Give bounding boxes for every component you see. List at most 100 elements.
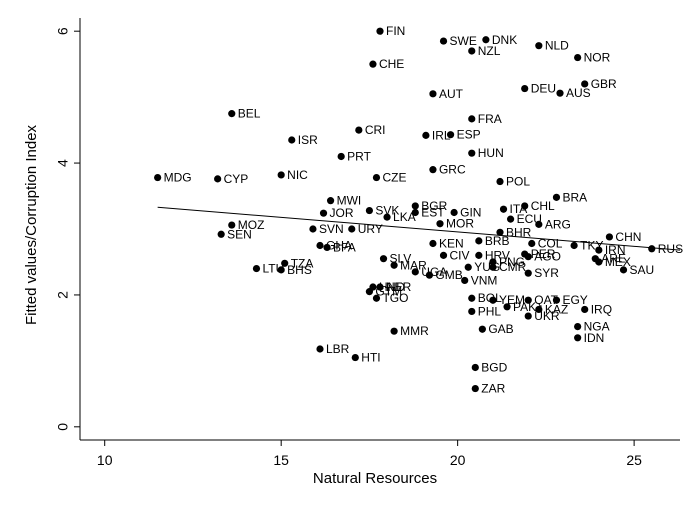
point-label: IRQ [591, 302, 612, 316]
data-point-fin: FIN [376, 24, 405, 38]
data-point-fra: FRA [468, 112, 502, 126]
fitted-line-layer [157, 206, 681, 251]
point-marker [252, 264, 261, 273]
point-marker [468, 115, 476, 123]
point-marker [288, 136, 296, 144]
point-label: CIV [450, 248, 470, 262]
point-marker [581, 305, 589, 314]
data-point-mor: MOR [436, 217, 474, 231]
point-marker [217, 230, 225, 238]
point-marker [468, 307, 476, 316]
point-label: URY [358, 222, 383, 236]
data-point-vnm: VNM [461, 273, 497, 287]
point-marker [574, 322, 582, 331]
point-label: VNM [471, 273, 498, 287]
point-label: ARG [545, 217, 571, 231]
plot-area [79, 18, 680, 441]
point-marker [316, 345, 324, 353]
data-point-nic: NIC [277, 168, 308, 182]
point-marker [326, 197, 335, 205]
point-marker [471, 384, 479, 393]
data-point-aut: AUT [429, 87, 464, 101]
point-label: CHE [379, 57, 404, 71]
point-marker [411, 268, 419, 276]
point-label: ISR [298, 133, 318, 147]
point-label: MMR [400, 324, 429, 338]
point-marker [506, 215, 515, 223]
data-point-nga: NGA [574, 320, 610, 334]
point-label: ITA [510, 202, 528, 216]
point-marker [468, 149, 476, 157]
point-marker [411, 208, 419, 217]
data-point-bel: BEL [228, 107, 261, 121]
data-point-mwi: MWI [326, 194, 361, 208]
point-marker [461, 276, 469, 285]
x-ticks: 10 15 20 25 [97, 440, 642, 468]
data-point-jor: JOR [319, 206, 354, 220]
point-label: GHA [326, 238, 352, 252]
point-marker [482, 36, 490, 44]
point-marker [436, 220, 444, 228]
point-marker [528, 239, 536, 248]
point-marker [535, 42, 543, 50]
point-marker [214, 175, 222, 183]
data-point-ago: AGO [524, 250, 561, 264]
data-point-gab: GAB [478, 322, 514, 336]
data-point-mdg: MDG [154, 171, 192, 185]
data-point-ecu: ECU [506, 212, 542, 226]
point-label: AUT [439, 87, 464, 101]
point-label: AUS [566, 86, 591, 100]
point-marker [489, 263, 497, 271]
point-label: NLD [545, 39, 569, 53]
x-tick-label: 20 [450, 452, 466, 468]
data-point-chn: CHN [605, 230, 641, 244]
point-marker [319, 209, 328, 217]
y-axis-title: Fitted values/Corruption Index [23, 124, 40, 325]
point-marker [478, 325, 486, 333]
point-label: SVK [375, 204, 399, 218]
point-marker [372, 294, 381, 302]
point-label: EST [421, 206, 445, 220]
data-point-lka: LKA [383, 210, 416, 224]
y-ticks: 0 2 4 6 [55, 27, 80, 431]
point-marker [471, 363, 479, 372]
data-point-egy: EGY [552, 293, 588, 307]
point-marker [281, 259, 289, 267]
point-label: LKA [393, 210, 416, 224]
point-label: HTI [361, 351, 380, 365]
data-point-idn: IDN [574, 331, 604, 345]
data-point-mar: MAR [390, 258, 427, 272]
point-label: LBR [326, 342, 350, 356]
data-point-per: PER [521, 247, 556, 261]
point-label: DNK [492, 33, 517, 47]
y-tick-label: 2 [55, 291, 71, 299]
point-label: UGA [421, 265, 447, 279]
data-point-moz: MOZ [228, 218, 264, 232]
point-label: FIN [386, 24, 405, 38]
point-label: PAK [513, 300, 536, 314]
x-tick-label: 10 [97, 452, 113, 468]
point-label: BGR [421, 199, 447, 213]
data-point-are: ARE [591, 252, 626, 266]
point-marker [570, 241, 578, 250]
point-label: PER [531, 247, 556, 261]
data-point-bra: BRA [552, 190, 587, 204]
point-marker [379, 255, 388, 263]
point-marker [468, 47, 476, 55]
point-marker [475, 237, 483, 245]
data-point-gbr: GBR [581, 77, 617, 91]
data-point-hnd: HND [369, 280, 405, 294]
x-axis-title: Natural Resources [313, 470, 437, 487]
data-point-irl: IRL [422, 128, 451, 142]
data-point-phl: PHL [468, 304, 501, 318]
point-marker [591, 255, 599, 263]
point-marker [277, 266, 285, 274]
data-point-bol: BOL [468, 291, 502, 305]
point-marker [552, 296, 561, 304]
data-point-che: CHE [369, 57, 404, 71]
data-point-sau: SAU [619, 263, 654, 277]
point-marker [422, 131, 430, 139]
data-point-tza: TZA [281, 256, 313, 270]
point-marker [348, 225, 356, 233]
